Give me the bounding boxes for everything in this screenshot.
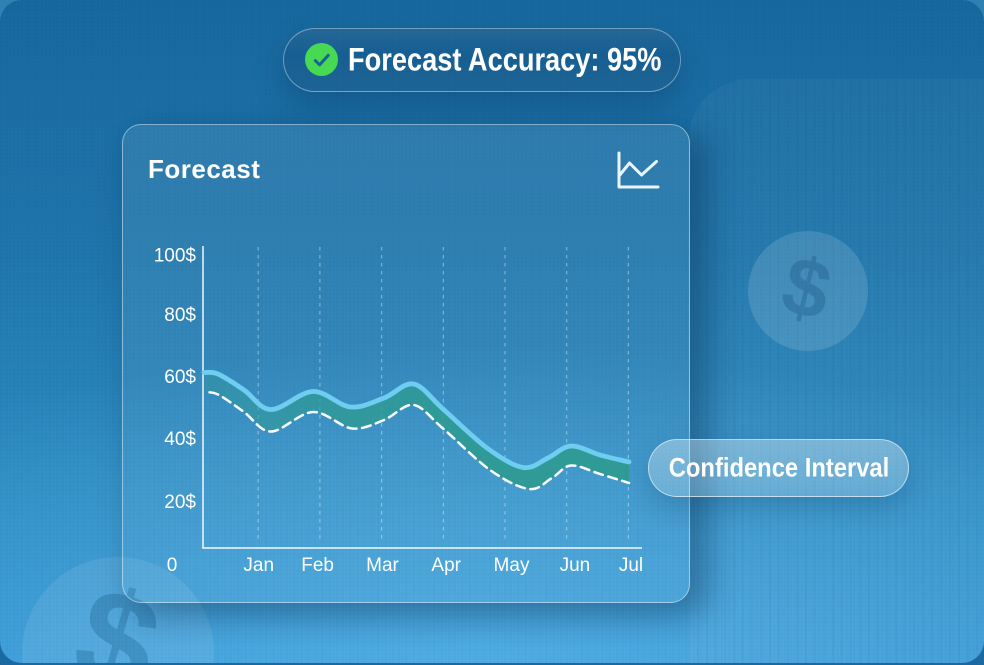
svg-text:May: May	[494, 555, 530, 576]
svg-text:Jan: Jan	[243, 555, 274, 576]
svg-text:Jul: Jul	[619, 555, 643, 576]
svg-text:100$: 100$	[154, 246, 197, 267]
svg-text:40$: 40$	[164, 429, 196, 450]
svg-text:Apr: Apr	[431, 555, 461, 576]
svg-text:20$: 20$	[164, 492, 196, 513]
svg-text:0: 0	[167, 555, 178, 576]
svg-text:60$: 60$	[164, 367, 196, 388]
svg-text:Mar: Mar	[366, 555, 399, 576]
svg-text:Feb: Feb	[301, 555, 334, 576]
svg-text:Jun: Jun	[560, 555, 591, 576]
svg-text:80$: 80$	[164, 305, 196, 326]
